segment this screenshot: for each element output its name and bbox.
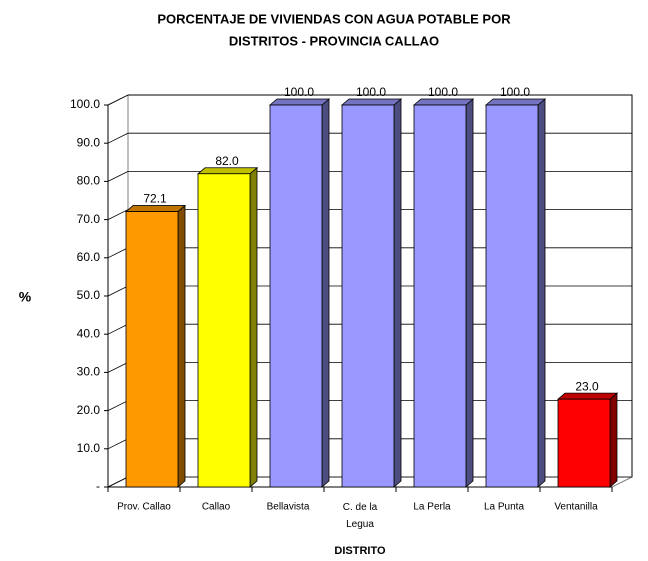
x-tick-label: Callao	[202, 502, 231, 513]
bar	[341, 104, 395, 488]
chart-title: PORCENTAJE DE VIVIENDAS CON AGUA POTABLE…	[157, 11, 511, 26]
y-tick-label: 90.0	[77, 135, 101, 149]
bar-top	[196, 167, 259, 175]
value-label: 23.0	[575, 379, 599, 393]
bar-top	[124, 205, 187, 212]
bar-top	[556, 392, 619, 400]
bar-side	[465, 98, 474, 488]
y-tick-label: -	[96, 479, 100, 493]
x-tick-label: C. de la Legua	[343, 502, 378, 530]
y-tick-label: 20.0	[77, 403, 101, 417]
y-tick-label: 10.0	[77, 441, 101, 455]
bar	[269, 104, 323, 488]
value-label: 82.0	[215, 154, 239, 168]
x-axis-label: DISTRITO	[334, 545, 386, 557]
bar-top	[484, 98, 547, 106]
bar-side	[249, 166, 258, 488]
bar-top	[412, 98, 475, 106]
bar-top	[340, 98, 403, 106]
bar-side	[177, 204, 186, 488]
bar	[557, 398, 611, 488]
bar	[485, 104, 539, 488]
y-tick-label: 60.0	[77, 250, 101, 264]
y-tick-label: 50.0	[77, 288, 101, 302]
y-tick-label: 100.0	[70, 97, 100, 111]
x-tick-label: Ventanilla	[554, 502, 598, 513]
bar-side	[393, 98, 402, 488]
value-label: 100.0	[500, 85, 530, 99]
y-axis-label: %	[19, 289, 32, 305]
bar-side	[537, 98, 546, 488]
y-tick-label: 70.0	[77, 212, 101, 226]
x-tick-label: La Punta	[484, 502, 524, 513]
y-tick-label: 30.0	[77, 365, 101, 379]
bar-top	[268, 98, 331, 106]
bar-side	[609, 392, 618, 488]
value-label: 72.1	[143, 192, 167, 206]
x-tick-label: Prov. Callao	[117, 502, 171, 513]
value-label: 100.0	[356, 85, 386, 99]
x-tick-label: Bellavista	[267, 502, 310, 513]
grid-line	[107, 94, 632, 106]
bar	[125, 211, 179, 488]
value-label: 100.0	[428, 85, 458, 99]
y-tick-label: 40.0	[77, 326, 101, 340]
bar	[197, 173, 251, 488]
x-tick-label: La Perla	[413, 502, 451, 513]
bar	[413, 104, 467, 488]
y-tick-label: 80.0	[77, 174, 101, 188]
chart-title: DISTRITOS - PROVINCIA CALLAO	[229, 33, 439, 48]
bar-side	[321, 98, 330, 488]
value-label: 100.0	[284, 85, 314, 99]
